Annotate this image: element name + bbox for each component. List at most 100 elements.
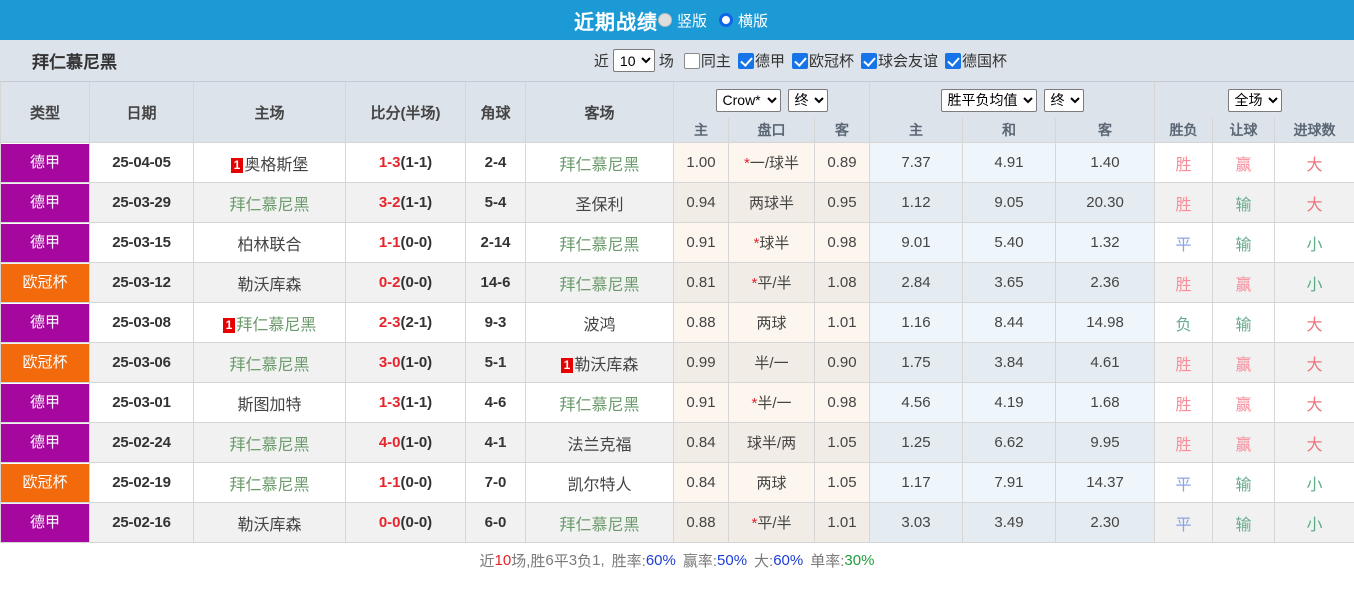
league-label-friendly[interactable]: 球会友谊 bbox=[877, 53, 938, 70]
match-date-cell: 25-02-19 bbox=[89, 462, 194, 503]
europe-draw-odds-cell: 8.44 bbox=[962, 302, 1057, 343]
table-row[interactable]: 德甲 25-04-05 1 奥格斯堡 1-3(1-1) 2-4 拜仁慕尼黑 1.00 *一/球半… bbox=[0, 142, 1354, 183]
table-row[interactable]: 欧冠杯 25-03-06 拜仁慕尼黑 3-0(1-0) 5-1 1 勒沃库森 0.99 半/一 0… bbox=[0, 342, 1354, 383]
table-row[interactable]: 德甲 25-02-16 勒沃库森 0-0(0-0) 6-0 拜仁慕尼黑 0.88 *平/半 1.… bbox=[0, 502, 1354, 543]
match-type-cell: 德甲 bbox=[0, 222, 90, 263]
same-home-checkbox[interactable] bbox=[683, 52, 700, 69]
europe-away-odds: 4.61 bbox=[1090, 354, 1120, 371]
league-badge: 德甲 bbox=[1, 423, 89, 462]
europe-home-odds: 2.84 bbox=[901, 274, 931, 291]
handicap-away-odds: 0.95 bbox=[827, 194, 857, 211]
league-checkbox-dfb[interactable] bbox=[944, 52, 961, 69]
match-date-cell: 25-03-29 bbox=[89, 182, 194, 223]
table-row[interactable]: 欧冠杯 25-03-12 勒沃库森 0-2(0-0) 14-6 拜仁慕尼黑 0.81 *平/半… bbox=[0, 262, 1354, 303]
corner-cell: 4-1 bbox=[465, 422, 526, 463]
team-label: 拜仁慕尼黑 bbox=[229, 356, 310, 374]
europe-away-odds-cell: 14.37 bbox=[1055, 462, 1156, 503]
recent-suffix-label: 场 bbox=[658, 53, 674, 70]
table-row[interactable]: 德甲 25-03-29 拜仁慕尼黑 3-2(1-1) 5-4 圣保利 0.94 两球半 0.95… bbox=[0, 182, 1354, 223]
team-label: 圣保利 bbox=[575, 196, 624, 214]
result-goals: 大 bbox=[1306, 396, 1323, 414]
europe-draw-odds-cell: 4.91 bbox=[962, 142, 1057, 183]
europe-away-odds-cell: 9.95 bbox=[1055, 422, 1156, 463]
handicap-line: 一/球半 bbox=[749, 155, 799, 172]
league-badge: 德甲 bbox=[1, 303, 89, 342]
summary-oddrate-label: 单率: bbox=[810, 552, 845, 570]
handicap-company-select[interactable]: Crow* bbox=[715, 88, 781, 112]
europe-draw-odds: 3.65 bbox=[994, 274, 1024, 291]
europe-draw-odds: 3.84 bbox=[994, 354, 1024, 371]
europe-home-odds-cell: 1.75 bbox=[869, 342, 964, 383]
away-team-cell: 拜仁慕尼黑 bbox=[525, 262, 674, 303]
league-label-dfb[interactable]: 德国杯 bbox=[961, 53, 1007, 70]
result-handicap: 输 bbox=[1235, 316, 1252, 334]
result-goals: 大 bbox=[1306, 196, 1323, 214]
match-score: 1-3(1-1) bbox=[378, 154, 433, 171]
table-row[interactable]: 德甲 25-03-01 斯图加特 1-3(1-1) 4-6 拜仁慕尼黑 0.91 *半/一 0.… bbox=[0, 382, 1354, 423]
radio-horizontal-label[interactable]: 横版 bbox=[738, 12, 769, 30]
col-header-eu-away: 客 bbox=[1055, 118, 1156, 143]
result-goals-cell: 大 bbox=[1274, 142, 1354, 183]
match-date-cell: 25-03-01 bbox=[89, 382, 194, 423]
team-label: 波鸿 bbox=[583, 316, 616, 334]
away-team-cell: 拜仁慕尼黑 bbox=[525, 382, 674, 423]
corner-score: 5-4 bbox=[484, 194, 507, 211]
filter-controls: 近 10 场 同主 德甲 欧冠杯 球会友谊 德国杯 bbox=[590, 49, 1354, 72]
europe-company-select[interactable]: 胜平负均值 bbox=[940, 88, 1037, 112]
away-team-cell: 圣保利 bbox=[525, 182, 674, 223]
team-label: 勒沃库森 bbox=[237, 516, 302, 534]
europe-draw-odds: 8.44 bbox=[994, 314, 1024, 331]
europe-stage-select[interactable]: 终 bbox=[1043, 88, 1084, 112]
europe-away-odds-cell: 20.30 bbox=[1055, 182, 1156, 223]
away-team-cell: 拜仁慕尼黑 bbox=[525, 502, 674, 543]
match-date: 25-03-12 bbox=[112, 274, 171, 291]
corner-score: 2-14 bbox=[480, 234, 511, 251]
match-type-cell: 德甲 bbox=[0, 302, 90, 343]
match-date-cell: 25-03-12 bbox=[89, 262, 194, 303]
result-handicap-cell: 赢 bbox=[1212, 422, 1276, 463]
result-goals: 小 bbox=[1306, 476, 1323, 494]
europe-home-odds-cell: 1.25 bbox=[869, 422, 964, 463]
table-row[interactable]: 德甲 25-02-24 拜仁慕尼黑 4-0(1-0) 4-1 法兰克福 0.84 球半/两 1.… bbox=[0, 422, 1354, 463]
handicap-star-icon: * bbox=[751, 395, 758, 412]
recent-count-select[interactable]: 10 bbox=[612, 49, 655, 72]
league-checkbox-bundesliga[interactable] bbox=[737, 52, 754, 69]
period-select[interactable]: 全场 bbox=[1227, 88, 1282, 112]
col-header-hcp-line: 盘口 bbox=[728, 118, 815, 143]
europe-draw-odds-cell: 3.49 bbox=[962, 502, 1057, 543]
radio-vertical-view[interactable] bbox=[657, 13, 672, 27]
handicap-away-odds-cell: 0.90 bbox=[813, 342, 871, 383]
europe-away-odds: 9.95 bbox=[1090, 434, 1120, 451]
handicap-line-cell: *球半 bbox=[728, 222, 815, 263]
radio-horizontal-view[interactable] bbox=[719, 13, 733, 27]
league-label-bundesliga[interactable]: 德甲 bbox=[754, 53, 785, 70]
handicap-away-odds: 1.05 bbox=[827, 474, 857, 491]
match-type-cell: 欧冠杯 bbox=[0, 342, 90, 383]
europe-draw-odds-cell: 3.84 bbox=[962, 342, 1057, 383]
result-wdl: 胜 bbox=[1175, 156, 1192, 174]
league-checkbox-friendly[interactable] bbox=[860, 52, 877, 69]
same-home-label[interactable]: 同主 bbox=[700, 53, 731, 70]
handicap-home-odds: 0.91 bbox=[686, 234, 716, 251]
table-row[interactable]: 欧冠杯 25-02-19 拜仁慕尼黑 1-1(0-0) 7-0 凯尔特人 0.84 两球 1.0… bbox=[0, 462, 1354, 503]
handicap-stage-select[interactable]: 终 bbox=[787, 88, 828, 112]
europe-away-odds-cell: 2.30 bbox=[1055, 502, 1156, 543]
europe-home-odds: 7.37 bbox=[901, 154, 931, 171]
handicap-line: 球半/两 bbox=[746, 435, 797, 452]
handicap-line: 两球半 bbox=[748, 195, 794, 212]
table-subheader-row: 主 盘口 客 主 和 客 胜负 让球 进球数 bbox=[1, 118, 1354, 143]
league-label-ucl[interactable]: 欧冠杯 bbox=[808, 53, 854, 70]
handicap-home-odds-cell: 0.99 bbox=[673, 342, 729, 383]
europe-home-odds-cell: 9.01 bbox=[869, 222, 964, 263]
page-title: 近期战绩 bbox=[573, 11, 658, 34]
result-wdl-cell: 胜 bbox=[1154, 422, 1214, 463]
home-team-cell: 1 拜仁慕尼黑 bbox=[193, 302, 346, 343]
table-row[interactable]: 德甲 25-03-15 柏林联合 1-1(0-0) 2-14 拜仁慕尼黑 0.91 *球半 0.… bbox=[0, 222, 1354, 263]
handicap-home-odds: 0.99 bbox=[686, 354, 716, 371]
radio-vertical-label[interactable]: 竖版 bbox=[676, 12, 707, 30]
europe-home-odds-cell: 3.03 bbox=[869, 502, 964, 543]
league-checkbox-ucl[interactable] bbox=[791, 52, 808, 69]
table-row[interactable]: 德甲 25-03-08 1 拜仁慕尼黑 2-3(2-1) 9-3 波鸿 0.88 两球 1.01 1… bbox=[0, 302, 1354, 343]
europe-away-odds: 1.32 bbox=[1090, 234, 1120, 251]
result-wdl: 胜 bbox=[1175, 436, 1192, 454]
